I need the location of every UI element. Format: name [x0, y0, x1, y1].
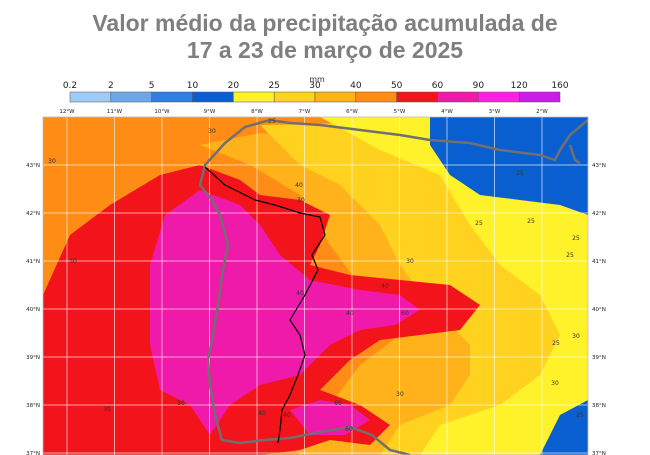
precip-zone-25mm	[320, 117, 588, 455]
legend-unit: mm	[309, 76, 325, 84]
legend-tick-label: 20	[228, 81, 240, 91]
lon-label: 11°W	[107, 109, 123, 115]
contour-labels: 25 30 40 30 30 30 30 30 40 40 60 60 30 30 25 25 25 25 25 30…	[48, 118, 584, 433]
contour-label: 30	[396, 391, 404, 398]
lon-label: 2°W	[536, 109, 548, 115]
lat-label: 43°N	[26, 163, 40, 169]
legend-tick-label: 0.2	[63, 81, 77, 91]
contour-label: 25	[572, 235, 580, 242]
legend-tick-label: 40	[350, 81, 362, 91]
legend-swatch	[314, 91, 357, 103]
lat-label: 42°N	[26, 211, 40, 217]
axis-labels: 12°W 11°W 10°W 9°W 8°W 7°W 6°W 5°W 4°W 3°W 2°W 43°N…	[26, 109, 606, 455]
legend-swatch	[396, 91, 438, 103]
precip-zone-20mm-sea	[430, 117, 588, 215]
lat-label: 40°N	[592, 307, 606, 313]
lon-label: 12°W	[59, 109, 75, 115]
lat-lon-grid	[43, 117, 588, 455]
lon-label: 9°W	[204, 109, 216, 115]
contour-label: 30	[208, 128, 216, 135]
lat-label: 38°N	[26, 403, 40, 409]
contour-label: 30	[48, 158, 56, 165]
contour-label: 25	[268, 118, 276, 125]
legend-swatch	[437, 91, 479, 103]
lon-label: 4°W	[441, 109, 453, 115]
legend-tick-label: 25	[268, 81, 279, 91]
contour-label: 30	[177, 400, 185, 407]
contour-label: 25	[527, 218, 535, 225]
lat-label: 38°N	[592, 403, 606, 409]
legend-swatch	[110, 91, 152, 103]
lon-label: 8°W	[251, 109, 263, 115]
contour-label: 30	[572, 333, 580, 340]
precip-zone-90mm	[150, 190, 420, 435]
precip-zone-20mm-south	[540, 400, 588, 455]
legend-tick-label: 10	[187, 81, 199, 91]
legend-tick-label: 120	[511, 81, 528, 91]
contour-label: 30	[551, 380, 559, 387]
lon-label: 7°W	[299, 109, 311, 115]
legend-swatch	[478, 91, 520, 103]
lat-label: 41°N	[592, 259, 606, 265]
legend-tick-label: 30	[309, 81, 321, 91]
lat-label: 39°N	[26, 355, 40, 361]
legend-tick-label: 60	[432, 81, 444, 91]
contour-label: 60	[334, 400, 342, 407]
contour-label: 40	[295, 182, 303, 189]
contour-label: 30	[406, 258, 414, 265]
contour-label: 25	[566, 252, 574, 259]
legend-tick-label: 160	[551, 81, 568, 91]
lat-label: 42°N	[592, 211, 606, 217]
legend-swatch	[355, 91, 397, 103]
contour-label: 30	[69, 258, 77, 265]
legend-swatch	[518, 91, 561, 103]
contour-label: 60	[345, 426, 353, 433]
legend-tick-label: 90	[473, 81, 485, 91]
coastline	[198, 118, 588, 455]
contour-label: 30	[297, 197, 305, 204]
legend-swatch	[273, 91, 316, 103]
contour-label: 60	[401, 310, 409, 317]
contour-label: 40	[283, 412, 291, 419]
lon-label: 3°W	[489, 109, 501, 115]
contour-label: 40	[258, 410, 266, 417]
color-legend: mm 0.2 2 5 10 20 25 30 40 50 60 90 120 160	[63, 76, 569, 103]
legend-swatch	[233, 91, 275, 103]
contour-label: 25	[576, 412, 584, 419]
legend-tick-label: 50	[391, 81, 403, 91]
lon-label: 6°W	[346, 109, 358, 115]
contour-label: 30	[103, 406, 111, 413]
contour-label: 25	[516, 170, 524, 177]
contour-label: 40	[296, 290, 304, 297]
legend-swatch	[192, 91, 234, 103]
contour-label: 40	[381, 283, 389, 290]
lat-label: 37°N	[26, 451, 40, 455]
lat-label: 40°N	[26, 307, 40, 313]
lat-label: 41°N	[26, 259, 40, 265]
legend-tick-label: 5	[149, 81, 155, 91]
lon-label: 5°W	[394, 109, 406, 115]
legend-swatch	[151, 91, 193, 103]
lat-label: 43°N	[592, 163, 606, 169]
contour-label: 40	[346, 310, 354, 317]
contour-label: 25	[475, 220, 483, 227]
chart-title-line-1: Valor médio da precipitação acumulada de	[92, 10, 558, 36]
lon-label: 10°W	[154, 109, 170, 115]
legend-tick-label: 2	[108, 81, 114, 91]
national-border	[204, 166, 326, 444]
contour-label: 25	[552, 340, 560, 347]
lat-label: 37°N	[592, 451, 606, 455]
lat-label: 39°N	[592, 355, 606, 361]
legend-swatch	[69, 91, 112, 103]
chart-title-line-2: 17 a 23 de março de 2025	[186, 37, 464, 63]
precipitation-map: 25 30 40 30 30 30 30 30 40 40 60 60 30 30 25 25 25 25 25 30…	[26, 109, 606, 455]
